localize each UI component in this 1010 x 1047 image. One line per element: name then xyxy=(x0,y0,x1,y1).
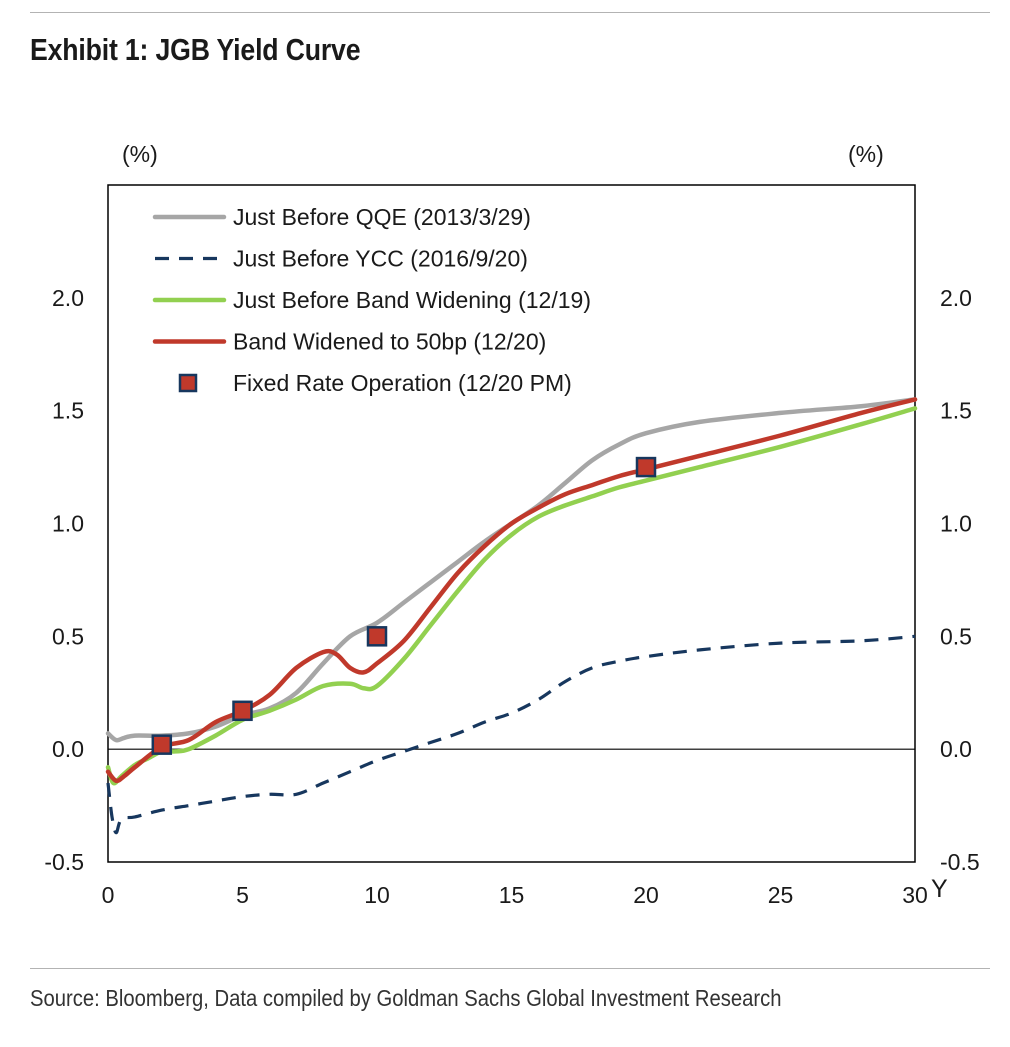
series-line-1 xyxy=(106,634,916,835)
series-line-3 xyxy=(105,397,918,784)
y-tick-label-left: 0.5 xyxy=(52,623,84,649)
fixed-rate-marker xyxy=(366,626,388,647)
y-tick-label-left: -0.5 xyxy=(44,849,84,875)
y-tick-label-left: 2.0 xyxy=(52,285,84,311)
y-tick-label-left: 1.5 xyxy=(52,398,84,424)
x-tick-label: 0 xyxy=(102,882,115,908)
series-line-0 xyxy=(105,397,918,743)
x-tick-label: 25 xyxy=(768,882,794,908)
legend-label: Just Before YCC (2016/9/20) xyxy=(233,246,528,272)
fixed-rate-marker xyxy=(635,456,657,478)
y-tick-label-right: 2.0 xyxy=(940,285,972,311)
series-line-2 xyxy=(105,406,918,786)
fixed-rate-marker xyxy=(232,700,253,722)
legend-label: Just Before Band Widening (12/19) xyxy=(233,287,591,313)
y-tick-label-right: 0.0 xyxy=(940,736,972,762)
yield-curve-chart: -0.5 -0.5 0.0 0.0 0.5 0.5 1.0 1.0 1.5 1.5 2.0 2.0 (%… xyxy=(44,141,980,908)
y-axis-unit-right: (%) xyxy=(848,141,884,167)
legend-label: Fixed Rate Operation (12/20 PM) xyxy=(233,370,572,396)
x-tick-label: 30 xyxy=(902,882,928,908)
source-note: Source: Bloomberg, Data compiled by Gold… xyxy=(30,985,782,1011)
y-axis-unit-left: (%) xyxy=(122,141,158,167)
fixed-rate-marker xyxy=(151,734,173,755)
x-tick-label: 15 xyxy=(499,882,525,908)
y-tick-label-left: 1.0 xyxy=(52,511,84,537)
y-tick-label-right: -0.5 xyxy=(940,849,980,875)
x-tick-label: 5 xyxy=(236,882,249,908)
y-tick-label-right: 1.0 xyxy=(940,511,972,537)
y-tick-label-left: 0.0 xyxy=(52,736,84,762)
x-tick-label: 20 xyxy=(633,882,659,908)
legend-label: Band Widened to 50bp (12/20) xyxy=(233,329,546,355)
x-axis-unit: Y xyxy=(931,875,948,903)
plot-frame xyxy=(107,184,916,863)
x-tick-label: 10 xyxy=(364,882,390,908)
y-tick-label-right: 0.5 xyxy=(940,623,972,649)
top-rule xyxy=(30,12,990,13)
page-title: Exhibit 1: JGB Yield Curve xyxy=(30,32,361,67)
y-tick-label-right: 1.5 xyxy=(940,398,972,424)
legend-label: Just Before QQE (2013/3/29) xyxy=(233,204,531,230)
legend-swatch-marker xyxy=(178,373,198,393)
bottom-rule xyxy=(30,968,990,969)
